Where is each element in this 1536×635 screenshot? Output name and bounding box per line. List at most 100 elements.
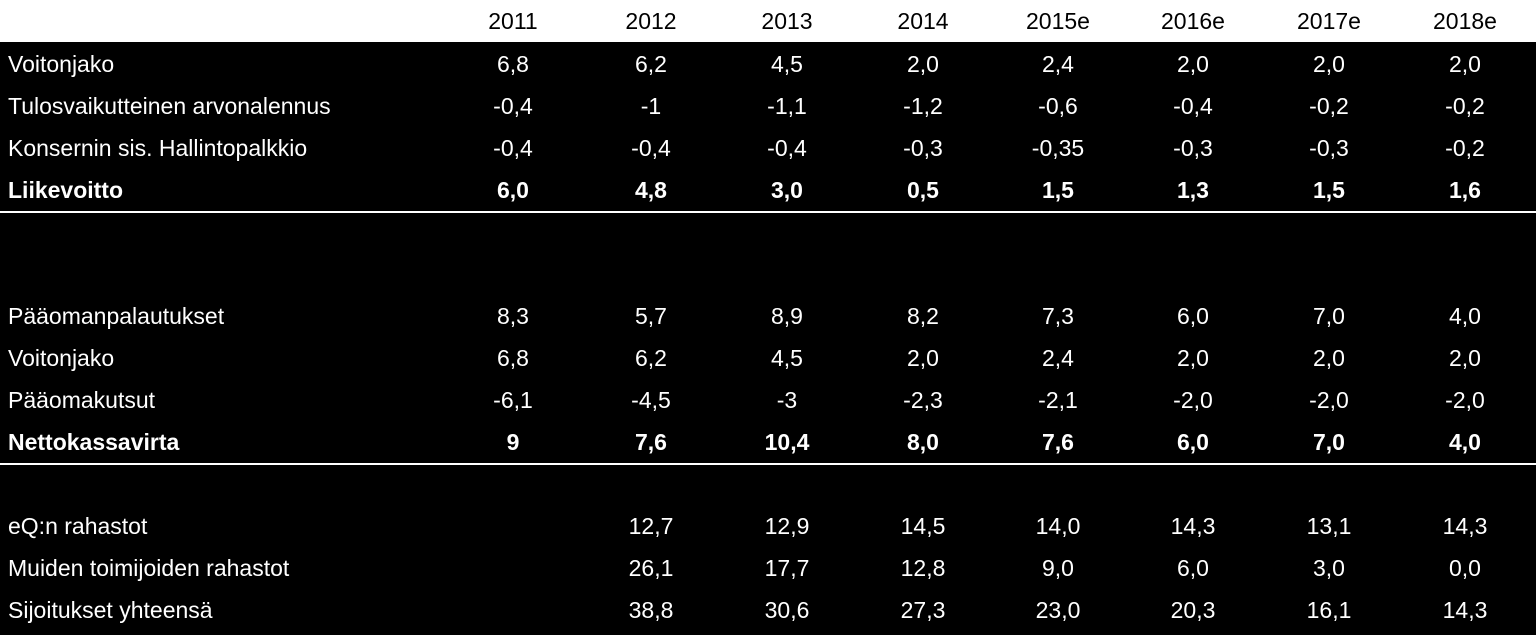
table-cell: 23,0 xyxy=(1035,597,1081,623)
table-cell: 9,0 xyxy=(1042,555,1074,581)
table-cell: 0,5 xyxy=(907,177,939,203)
table-cell: 8,0 xyxy=(907,429,939,455)
year-header: 2015e xyxy=(1026,8,1090,34)
table-cell: -6,1 xyxy=(493,387,533,413)
row-label: Voitonjako xyxy=(8,51,115,77)
table-cell: -0,4 xyxy=(493,93,533,119)
row-label: Pääomanpalautukset xyxy=(8,303,225,329)
table-cell: 2,0 xyxy=(1313,345,1345,371)
table-cell: -4,5 xyxy=(631,387,671,413)
table-cell: -0,6 xyxy=(1038,93,1078,119)
table-cell: 4,0 xyxy=(1449,303,1481,329)
table-cell: 1,6 xyxy=(1449,177,1481,203)
section-divider xyxy=(0,211,1536,213)
table-cell: 6,0 xyxy=(497,177,529,203)
table-cell: 12,8 xyxy=(900,555,946,581)
table-cell: 12,9 xyxy=(764,513,810,539)
table-cell: 8,2 xyxy=(907,303,939,329)
table-cell: 7,0 xyxy=(1313,303,1345,329)
table-cell: -2,0 xyxy=(1173,387,1213,413)
table-cell: 2,0 xyxy=(1177,345,1209,371)
table-cell: 6,8 xyxy=(497,51,529,77)
row-label: Nettokassavirta xyxy=(8,429,180,455)
row-label: Liikevoitto xyxy=(8,177,124,203)
year-header: 2017e xyxy=(1297,8,1361,34)
table-cell xyxy=(448,547,578,589)
table-cell: -0,3 xyxy=(1173,135,1213,161)
year-header: 2011 xyxy=(488,8,538,34)
table-header xyxy=(0,0,1536,42)
table-cell: -1,2 xyxy=(903,93,943,119)
table-cell: 7,6 xyxy=(1042,429,1074,455)
table-cell: 17,7 xyxy=(764,555,810,581)
row-label: eQ:n rahastot xyxy=(8,513,148,539)
table-cell: 4,0 xyxy=(1449,429,1481,455)
table-cell: 2,0 xyxy=(1449,345,1481,371)
row-label: Pääomakutsut xyxy=(8,387,156,413)
year-header: 2016e xyxy=(1161,8,1225,34)
table-cell: 2,0 xyxy=(907,345,939,371)
year-header: 2014 xyxy=(897,8,949,34)
table-cell: 12,7 xyxy=(628,513,674,539)
table-cell: 6,0 xyxy=(1177,303,1209,329)
row-label: Voitonjako xyxy=(8,345,115,371)
table-cell: -0,3 xyxy=(903,135,943,161)
table-cell: 2,4 xyxy=(1042,345,1074,371)
table-cell: 6,2 xyxy=(635,51,667,77)
table-cell: 4,5 xyxy=(771,345,803,371)
table-cell: 0,0 xyxy=(1449,555,1481,581)
table-cell: 14,3 xyxy=(1442,597,1488,623)
table-cell: -1 xyxy=(640,93,662,119)
table-cell: -0,4 xyxy=(767,135,807,161)
table-cell: 2,0 xyxy=(907,51,939,77)
table-cell: 14,0 xyxy=(1035,513,1081,539)
table-cell: -0,4 xyxy=(631,135,671,161)
table-cell: -2,1 xyxy=(1038,387,1078,413)
table-cell: 1,5 xyxy=(1042,177,1074,203)
table-cell: 8,9 xyxy=(771,303,803,329)
table-cell: -3 xyxy=(776,387,798,413)
table-cell: 7,6 xyxy=(635,429,667,455)
table-cell: -2,0 xyxy=(1445,387,1485,413)
table-cell: 7,3 xyxy=(1042,303,1074,329)
table-cell: -0,2 xyxy=(1445,93,1485,119)
year-header: 2018e xyxy=(1433,8,1497,34)
table-cell: 16,1 xyxy=(1306,597,1352,623)
table-cell: 4,5 xyxy=(771,51,803,77)
table-cell: 26,1 xyxy=(628,555,674,581)
table-cell: 13,1 xyxy=(1306,513,1352,539)
table-cell: 1,3 xyxy=(1177,177,1209,203)
table-cell: 2,4 xyxy=(1042,51,1074,77)
table-cell: -1,1 xyxy=(767,93,807,119)
table-cell: 30,6 xyxy=(764,597,810,623)
table-cell: 2,0 xyxy=(1177,51,1209,77)
table-cell: 14,3 xyxy=(1442,513,1488,539)
table-cell: 10,4 xyxy=(764,429,810,455)
table-cell: 3,0 xyxy=(771,177,803,203)
table-cell: 6,0 xyxy=(1177,555,1209,581)
table-cell: 6,8 xyxy=(497,345,529,371)
row-label: Sijoitukset yhteensä xyxy=(8,597,213,623)
year-header: 2012 xyxy=(625,8,677,34)
table-cell: -2,0 xyxy=(1309,387,1349,413)
table-cell: 38,8 xyxy=(628,597,674,623)
table-cell: 14,3 xyxy=(1170,513,1216,539)
table-cell: 6,2 xyxy=(635,345,667,371)
row-label: Konsernin sis. Hallintopalkkio xyxy=(8,135,308,161)
table-cell: 1,5 xyxy=(1313,177,1345,203)
table-cell: 3,0 xyxy=(1313,555,1345,581)
table-cell: -0,4 xyxy=(493,135,533,161)
row-label: Tulosvaikutteinen arvonalennus xyxy=(8,93,331,119)
year-header: 2013 xyxy=(761,8,813,34)
table-cell xyxy=(448,589,578,631)
table-cell: 20,3 xyxy=(1170,597,1216,623)
section-divider xyxy=(0,463,1536,465)
table-cell: -0,35 xyxy=(1031,135,1085,161)
table-cell: 2,0 xyxy=(1449,51,1481,77)
table-cell: 14,5 xyxy=(900,513,946,539)
table-cell: -0,3 xyxy=(1309,135,1349,161)
table-cell: -0,2 xyxy=(1445,135,1485,161)
table-cell: 6,0 xyxy=(1177,429,1209,455)
row-label: Muiden toimijoiden rahastot xyxy=(8,555,290,581)
